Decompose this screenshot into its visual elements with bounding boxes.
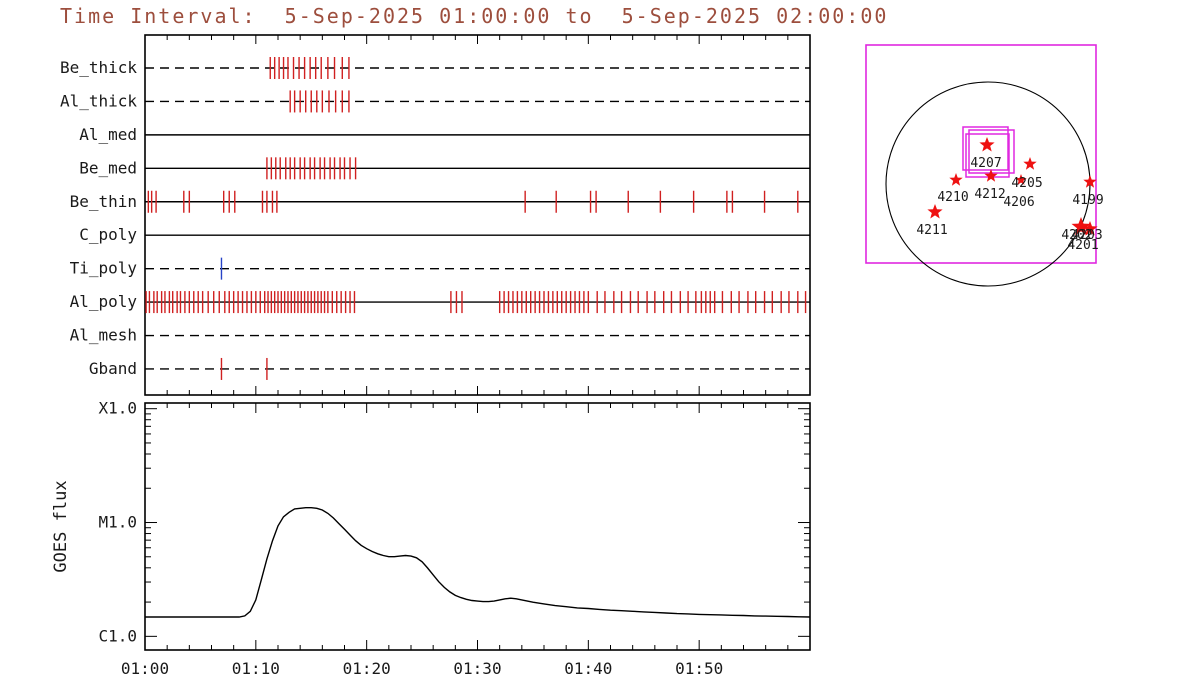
row-label-Ti_poly: Ti_poly [70, 259, 138, 278]
ar-label-4207: 4207 [970, 156, 1001, 171]
ar-label-4201: 4201 [1067, 238, 1098, 253]
ar-label-4202: 4202 [1061, 228, 1092, 243]
solar-limb-circle [885, 81, 1091, 287]
x-axis-label-01:20: 01:20 [343, 659, 391, 678]
x-axis-label-01:30: 01:30 [453, 659, 501, 678]
row-label-Be_med: Be_med [79, 158, 137, 177]
ar-star-4205 [1023, 157, 1037, 170]
ar-label-4212: 4212 [974, 187, 1005, 202]
timeline-panel-border [144, 34, 811, 396]
goes-ytick-label-X1.0: X1.0 [98, 399, 137, 418]
row-label-Be_thin: Be_thin [70, 192, 137, 211]
map-fov-box-2 [965, 133, 1010, 178]
x-axis-label-01:00: 01:00 [121, 659, 169, 678]
x-axis-label-01:10: 01:10 [232, 659, 280, 678]
x-axis-label-01:50: 01:50 [675, 659, 723, 678]
ar-star-4199 [1083, 175, 1097, 188]
x-axis-label-01:40: 01:40 [564, 659, 612, 678]
ar-label-4199: 4199 [1072, 193, 1103, 208]
row-label-Al_med: Al_med [79, 125, 137, 144]
goes-flux-curve [145, 507, 811, 618]
goes-panel-border [144, 402, 811, 651]
ar-label-4203: 4203 [1071, 228, 1102, 243]
ar-label-4211: 4211 [916, 223, 947, 238]
row-label-Gband: Gband [89, 359, 137, 378]
row-label-Al_thick: Al_thick [60, 91, 137, 110]
row-label-C_poly: C_poly [79, 225, 137, 244]
ar-star-4210 [949, 173, 963, 186]
row-label-Be_thick: Be_thick [60, 58, 137, 77]
goes-axis-title: GOES flux [51, 480, 71, 572]
page-title: Time Interval: 5-Sep-2025 01:00:00 to 5-… [60, 4, 889, 28]
ar-star-4212 [984, 169, 998, 182]
map-fov-box-0 [962, 126, 1009, 171]
ar-star-4202 [1071, 217, 1091, 236]
ar-label-4205: 4205 [1011, 176, 1042, 191]
row-label-Al_poly: Al_poly [70, 292, 138, 311]
ar-star-4203 [1082, 221, 1098, 236]
goes-ytick-label-C1.0: C1.0 [98, 626, 137, 645]
map-outer-fov-box [865, 44, 1097, 264]
goes-ytick-label-M1.0: M1.0 [98, 513, 137, 532]
row-label-Al_mesh: Al_mesh [70, 326, 137, 345]
ar-label-4210: 4210 [937, 190, 968, 205]
ar-label-4206: 4206 [1003, 195, 1034, 210]
ar-star-4206 [1015, 174, 1027, 185]
ar-star-4207 [979, 137, 995, 152]
ar-star-4211 [927, 204, 943, 219]
